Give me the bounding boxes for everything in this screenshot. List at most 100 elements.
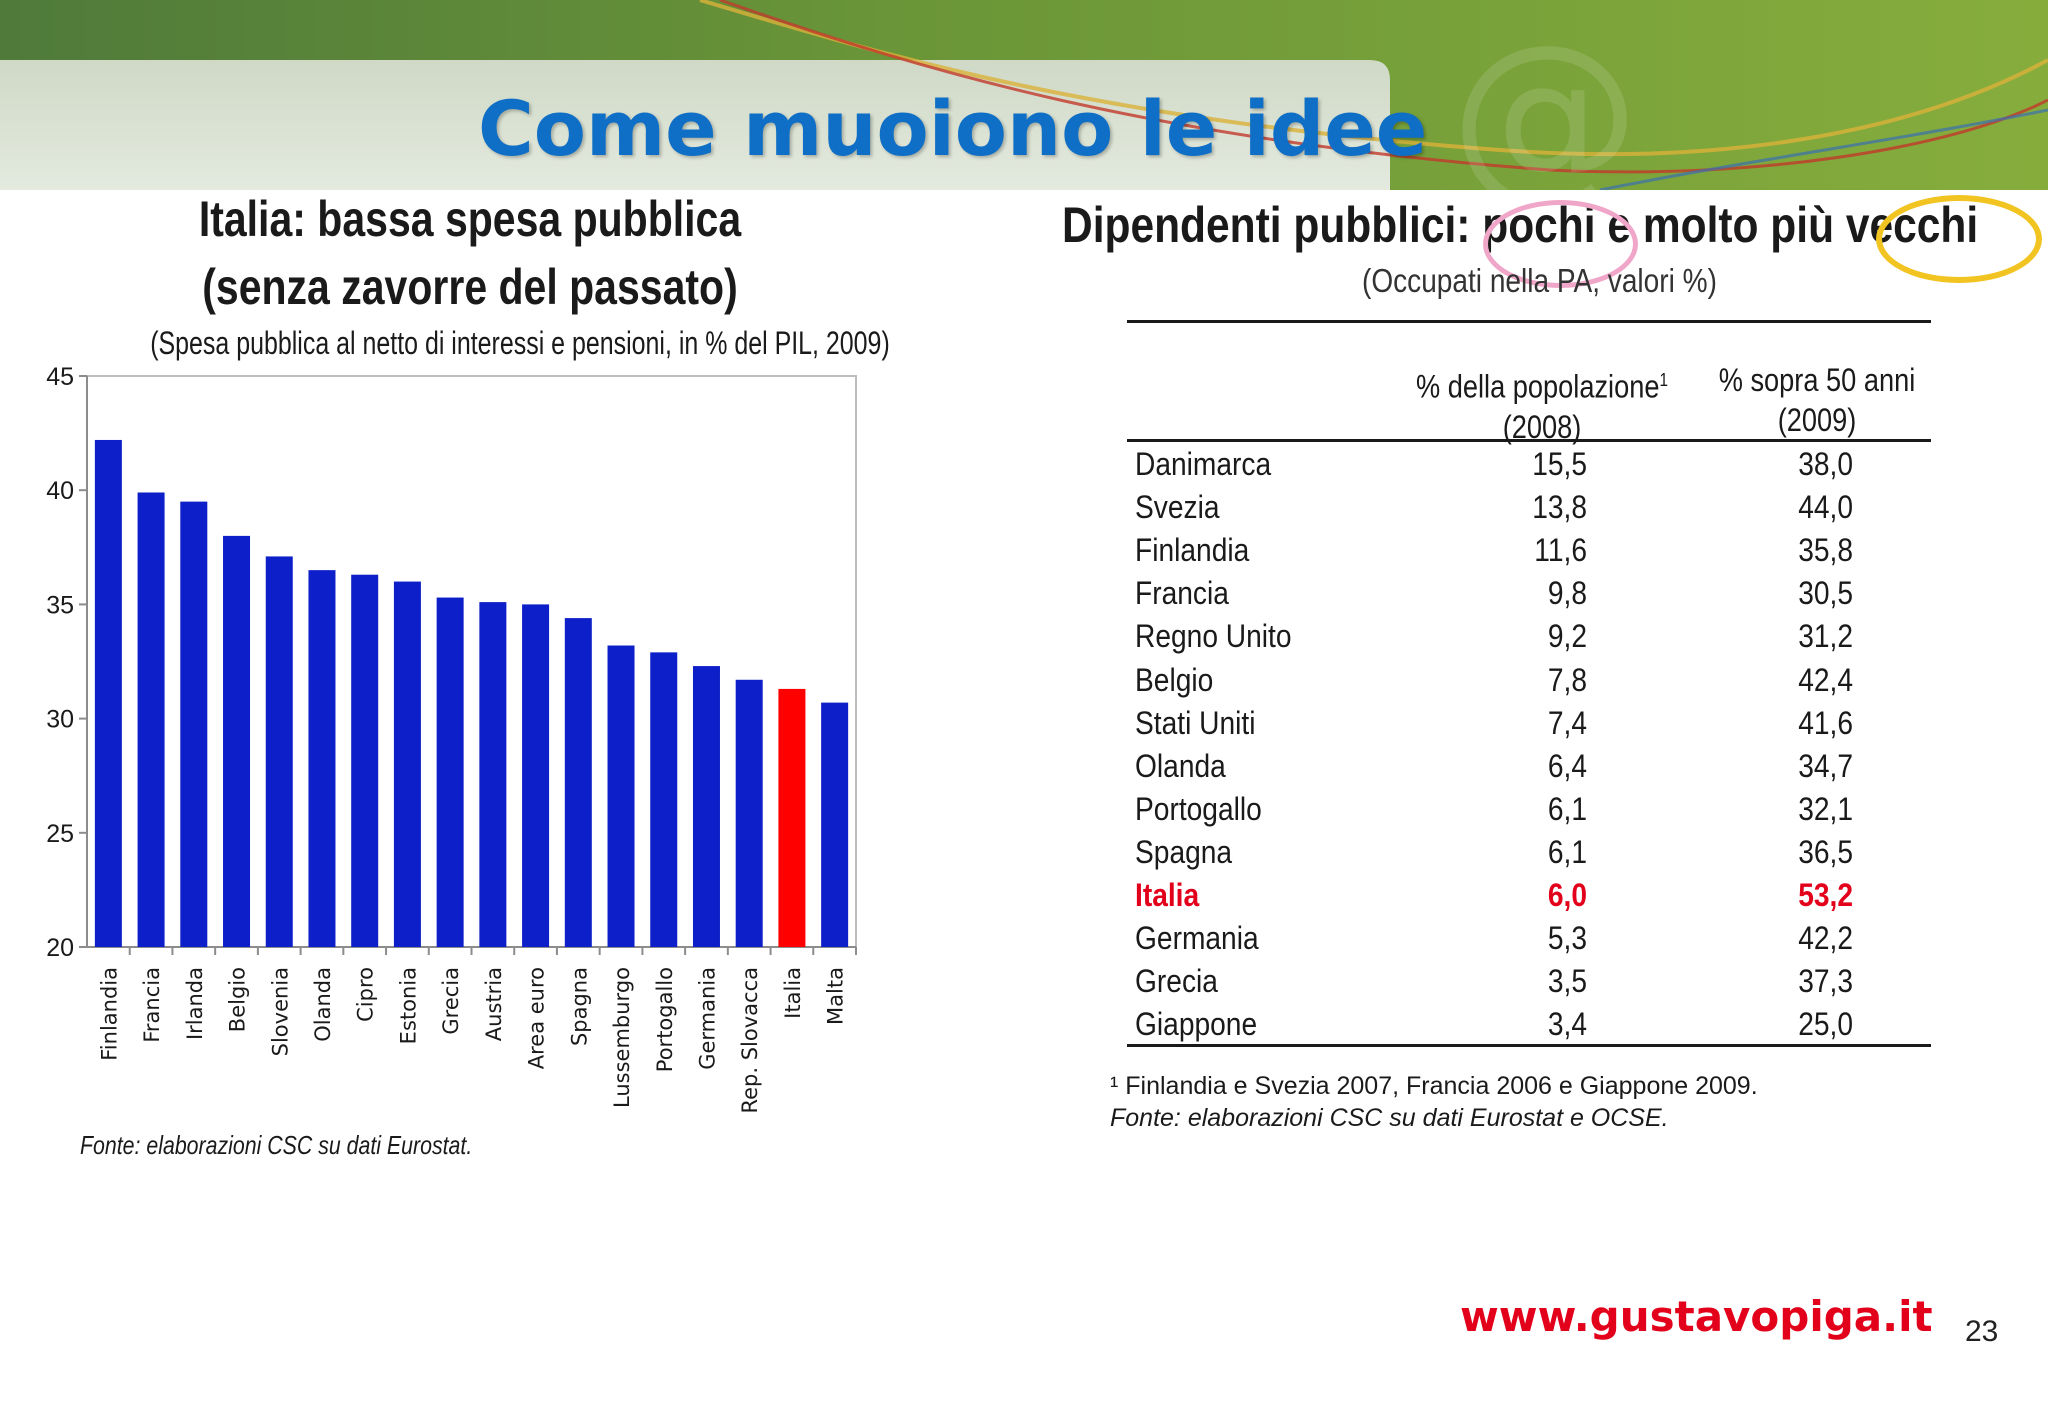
x-tick-label: Portogallo — [653, 967, 677, 1072]
x-tick-label: Area euro — [525, 967, 549, 1069]
bar-estonia — [393, 581, 421, 947]
table-row: Belgio 7,8 42,4 — [1127, 662, 1931, 705]
over50-share-cell: 42,4 — [1798, 661, 1853, 698]
table-row: Francia 9,8 30,5 — [1127, 575, 1931, 618]
table-footnote: ¹ Finlandia e Svezia 2007, Francia 2006 … — [1110, 1072, 1758, 1100]
x-tick-label: Lussemburgo — [610, 967, 634, 1108]
bar-lussemburgo — [607, 645, 635, 947]
over50-share-cell: 35,8 — [1798, 532, 1853, 569]
table-row: Giappone 3,4 25,0 — [1127, 1006, 1931, 1049]
country-cell: Germania — [1135, 920, 1259, 957]
x-tick-label: Slovenia — [268, 967, 292, 1056]
column-header-population: % della popolazione1 (2008) — [1398, 360, 1687, 447]
population-share-cell: 6,1 — [1547, 833, 1587, 870]
country-cell: Spagna — [1135, 833, 1233, 870]
population-share-cell: 9,8 — [1547, 575, 1587, 612]
x-tick-label: Cipro — [354, 967, 378, 1022]
bar-chart: 20 25 30 35 40 45 Finlandia Francia Irlanda Belgi… — [46, 363, 857, 1114]
table-row: Italia 6,0 53,2 — [1127, 877, 1931, 920]
page-number: 23 — [1965, 1315, 1999, 1348]
country-cell: Francia — [1135, 575, 1229, 612]
x-tick-label: Austria — [482, 967, 506, 1041]
column-header-over50-label: % sopra 50 anni — [1718, 362, 1916, 398]
bar-germania — [692, 666, 720, 947]
country-cell: Belgio — [1135, 661, 1214, 698]
table-subtitle: (Occupati nella PA, valori %) — [1362, 262, 1717, 299]
country-cell: Stati Uniti — [1135, 704, 1256, 741]
x-tick-label: Grecia — [439, 967, 463, 1035]
bar-cipro — [351, 574, 379, 947]
x-tick-label: Olanda — [311, 967, 335, 1042]
bar-belgio — [223, 535, 251, 947]
over50-share-cell: 30,5 — [1798, 575, 1853, 612]
table-row: Svezia 13,8 44,0 — [1127, 489, 1931, 532]
x-tick-label: Italia — [781, 967, 805, 1019]
bar-olanda — [308, 570, 336, 947]
population-share-cell: 6,1 — [1547, 790, 1587, 827]
over50-share-cell: 34,7 — [1798, 747, 1853, 784]
table-row: Portogallo 6,1 32,1 — [1127, 791, 1931, 834]
population-share-cell: 6,4 — [1547, 747, 1587, 784]
over50-share-cell: 25,0 — [1798, 1006, 1853, 1043]
x-tick-label: Irlanda — [183, 967, 207, 1040]
bar-italia — [778, 688, 806, 947]
chart-source: Fonte: elaborazioni CSC su dati Eurostat… — [80, 1130, 473, 1160]
x-tick-label: Belgio — [226, 967, 250, 1032]
x-tick-label: Spagna — [567, 967, 591, 1046]
over50-share-cell: 44,0 — [1798, 489, 1853, 526]
bar-finlandia — [94, 439, 122, 947]
table-row: Spagna 6,1 36,5 — [1127, 834, 1931, 877]
x-tick-label: Francia — [140, 967, 164, 1043]
chart-subtitle: (Spesa pubblica al netto di interessi e … — [150, 325, 890, 361]
over50-share-cell: 31,2 — [1798, 618, 1853, 655]
over50-share-cell: 41,6 — [1798, 704, 1853, 741]
x-tick-label: Rep. Slovacca — [738, 967, 762, 1114]
over50-share-cell: 32,1 — [1798, 790, 1853, 827]
over50-share-cell: 37,3 — [1798, 963, 1853, 1000]
table-row: Germania 5,3 42,2 — [1127, 920, 1931, 963]
x-tick-label: Finlandia — [97, 967, 121, 1061]
table-source: Fonte: elaborazioni CSC su dati Eurostat… — [1110, 1104, 1669, 1132]
population-share-cell: 3,5 — [1547, 963, 1587, 1000]
bar-grecia — [436, 597, 464, 947]
table-bottom-rule — [1127, 1044, 1931, 1047]
column-header-over50: % sopra 50 anni (2009) — [1673, 360, 1962, 440]
bar-austria — [479, 602, 507, 947]
y-tick-label: 25 — [46, 820, 74, 848]
bar-portogallo — [650, 652, 678, 947]
country-cell: Giappone — [1135, 1006, 1258, 1043]
bar-spagna — [564, 618, 592, 947]
bar-rep-slovacca — [735, 679, 763, 947]
country-cell: Olanda — [1135, 747, 1226, 784]
over50-share-cell: 53,2 — [1798, 877, 1853, 913]
over50-share-cell: 38,0 — [1798, 446, 1853, 482]
table-row: Stati Uniti 7,4 41,6 — [1127, 705, 1931, 748]
y-tick-label: 45 — [46, 363, 74, 391]
bar-francia — [137, 492, 165, 947]
country-cell: Regno Unito — [1135, 618, 1292, 655]
population-share-cell: 7,8 — [1547, 661, 1587, 698]
column-header-population-year: (2008) — [1502, 408, 1582, 445]
table-row: Finlandia 11,6 35,8 — [1127, 532, 1931, 575]
country-cell: Danimarca — [1135, 446, 1272, 482]
table-row: Regno Unito 9,2 31,2 — [1127, 618, 1931, 661]
banner-graphic: @ — [0, 0, 2048, 190]
population-share-cell: 5,3 — [1547, 920, 1587, 957]
over50-share-cell: 42,2 — [1798, 920, 1853, 957]
slide-title: Come muoiono le idee — [478, 84, 1428, 173]
bar-area-euro — [522, 604, 550, 947]
column-header-population-footnote-mark: 1 — [1659, 370, 1668, 390]
y-tick-label: 35 — [46, 591, 74, 619]
table-top-rule — [1127, 320, 1931, 323]
y-tick-label: 20 — [46, 934, 74, 962]
website-link[interactable]: www.gustavopiga.it — [1460, 1292, 1933, 1341]
country-cell: Finlandia — [1135, 532, 1250, 569]
highlight-circle-gold — [1876, 195, 2042, 283]
table-header-rule — [1127, 439, 1931, 442]
population-share-cell: 9,2 — [1547, 618, 1587, 655]
table-row: Olanda 6,4 34,7 — [1127, 748, 1931, 791]
chart-title-line1: Italia: bassa spesa pubblica — [198, 191, 742, 247]
svg-text:@: @ — [1450, 4, 1640, 190]
bar-malta — [821, 702, 849, 947]
column-header-population-label: % della popolazione — [1416, 368, 1660, 405]
